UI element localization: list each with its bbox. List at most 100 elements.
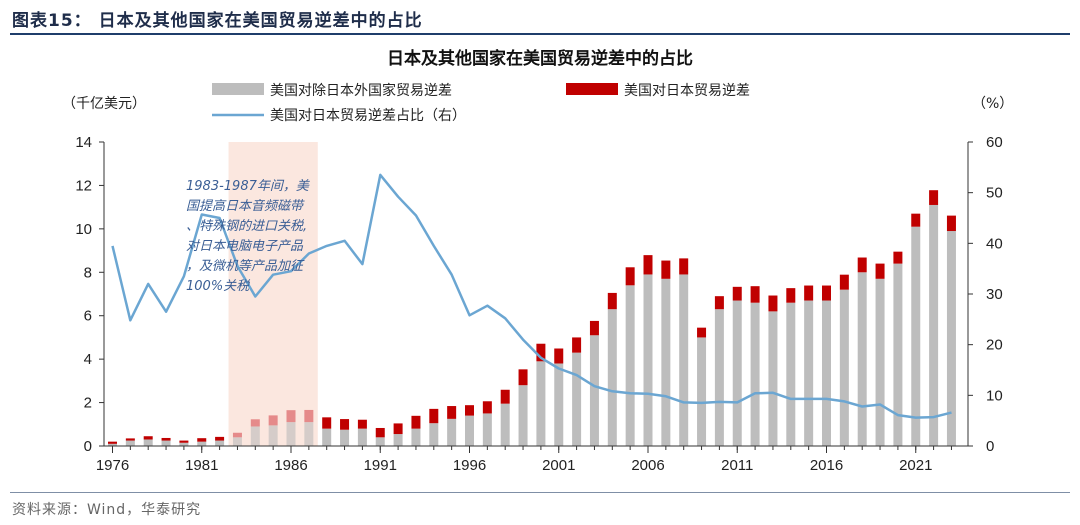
y-right-tick-label: 60 [986,134,1003,151]
y-right-tick-label: 10 [986,387,1003,404]
legend-swatch-gray [212,83,264,95]
bar-japan-2010 [714,296,724,310]
bar-other-2022 [929,204,939,446]
bar-japan-1981 [197,438,207,442]
bar-japan-2001 [554,348,564,364]
bar-other-2015 [804,300,814,446]
bar-other-2006 [643,274,653,446]
bar-japan-1982 [215,436,225,441]
bar-other-2020 [893,263,903,446]
bar-other-1999 [518,385,528,446]
x-tick-label: 1981 [185,457,218,474]
bar-other-1990 [357,428,367,446]
axes: 0 2 4 6 8 10 12 14 0 10 20 30 40 50 60 1976 1981 1986 1991… [75,134,1002,474]
bar-japan-1998 [500,389,510,404]
bar-japan-2016 [822,285,831,301]
bar-other-2011 [732,300,742,446]
bar-japan-2002 [572,337,582,353]
bar-japan-1996 [465,405,474,416]
x-tick-label: 1976 [96,457,129,474]
bar-japan-1987 [304,409,314,423]
bar-other-2018 [857,272,867,446]
bar-other-1992 [393,434,403,446]
bar-japan-2003 [589,320,599,336]
bar-japan-2014 [786,288,796,303]
figure-title: 图表15： 日本及其他国家在美国贸易逆差中的占比 [12,11,423,31]
bar-japan-1993 [411,415,421,429]
legend: 美国对除日本外国家贸易逆差 美国对日本贸易逆差 美国对日本贸易逆差占比（右） [212,82,750,124]
bar-other-2012 [750,302,760,446]
x-tick-label: 1991 [364,457,397,474]
x-tick-label: 2016 [810,457,843,474]
bar-other-1981 [197,441,207,446]
bar-japan-1989 [340,419,350,430]
bar-other-2021 [911,226,921,446]
bar-japan-1997 [482,401,492,414]
bar-other-1978 [143,439,153,446]
bar-japan-1980 [179,440,189,443]
y-left-tick-label: 2 [84,395,92,412]
line-series [111,173,952,419]
bar-other-2017 [839,289,849,446]
bar-other-2013 [768,311,778,446]
title-rule [10,33,1070,35]
bar-japan-2019 [875,263,885,279]
y-left-tick-label: 8 [84,264,92,281]
source-note: 资料来源：Wind，华泰研究 [12,502,202,518]
bar-other-1998 [500,403,510,446]
bar-japan-1994 [429,408,439,424]
bar-japan-2015 [804,285,814,301]
annotation-line: 100%关税 [186,279,251,294]
bar-other-2023 [946,231,956,446]
bar-japan-1977 [125,438,135,441]
y-right-tick-label: 0 [986,438,994,455]
bar-other-1996 [465,415,474,446]
bar-japan-2009 [697,327,707,338]
bar-other-2001 [554,363,564,446]
legend-label-line: 美国对日本贸易逆差占比（右） [270,108,466,124]
y-left-tick-label: 10 [75,221,92,238]
bar-japan-1984 [250,419,260,427]
bar-japan-1979 [161,437,171,441]
bar-japan-2023 [946,215,956,232]
bar-other-1985 [268,425,278,446]
bar-other-2009 [697,337,707,446]
y-left-tick-label: 12 [75,177,92,194]
annotation-line: 国提高日本音频磁带 [186,198,305,214]
x-tick-label: 1996 [453,457,486,474]
bar-japan-1991 [375,427,385,438]
bar-other-1995 [447,418,457,446]
y-right-tick-label: 20 [986,337,1003,354]
bar-japan-2005 [625,267,635,286]
bar-japan-2012 [750,286,760,303]
bar-japan-2018 [857,257,867,273]
bar-japan-2020 [893,251,903,264]
highlight-period [228,142,318,446]
bar-other-2019 [875,278,885,446]
chart-title: 日本及其他国家在美国贸易逆差中的占比 [387,48,693,69]
bar-japan-1985 [268,415,278,426]
bar-japan-2007 [661,260,671,279]
bar-other-2010 [714,309,724,446]
bar-other-1993 [411,428,421,446]
x-tick-label: 2001 [542,457,575,474]
bar-other-1991 [375,437,385,446]
legend-swatch-red [566,83,618,95]
y-left-tick-label: 6 [84,308,92,325]
y-right-tick-label: 50 [986,185,1003,202]
x-tick-label: 2021 [899,457,932,474]
bar-japan-1988 [322,417,332,429]
bar-other-2004 [607,309,617,446]
bar-other-1989 [340,429,350,446]
y-left-tick-label: 14 [75,134,92,151]
bar-japan-2021 [911,213,921,227]
bar-japan-2008 [679,258,689,275]
y-right-tick-label: 40 [986,235,1003,252]
annotation-line: 、特殊钢的进口关税, [186,219,307,234]
bar-other-1982 [215,440,225,446]
y-right-unit: （%） [972,96,1013,112]
bar-other-1976 [108,443,117,446]
bar-other-2007 [661,278,671,446]
